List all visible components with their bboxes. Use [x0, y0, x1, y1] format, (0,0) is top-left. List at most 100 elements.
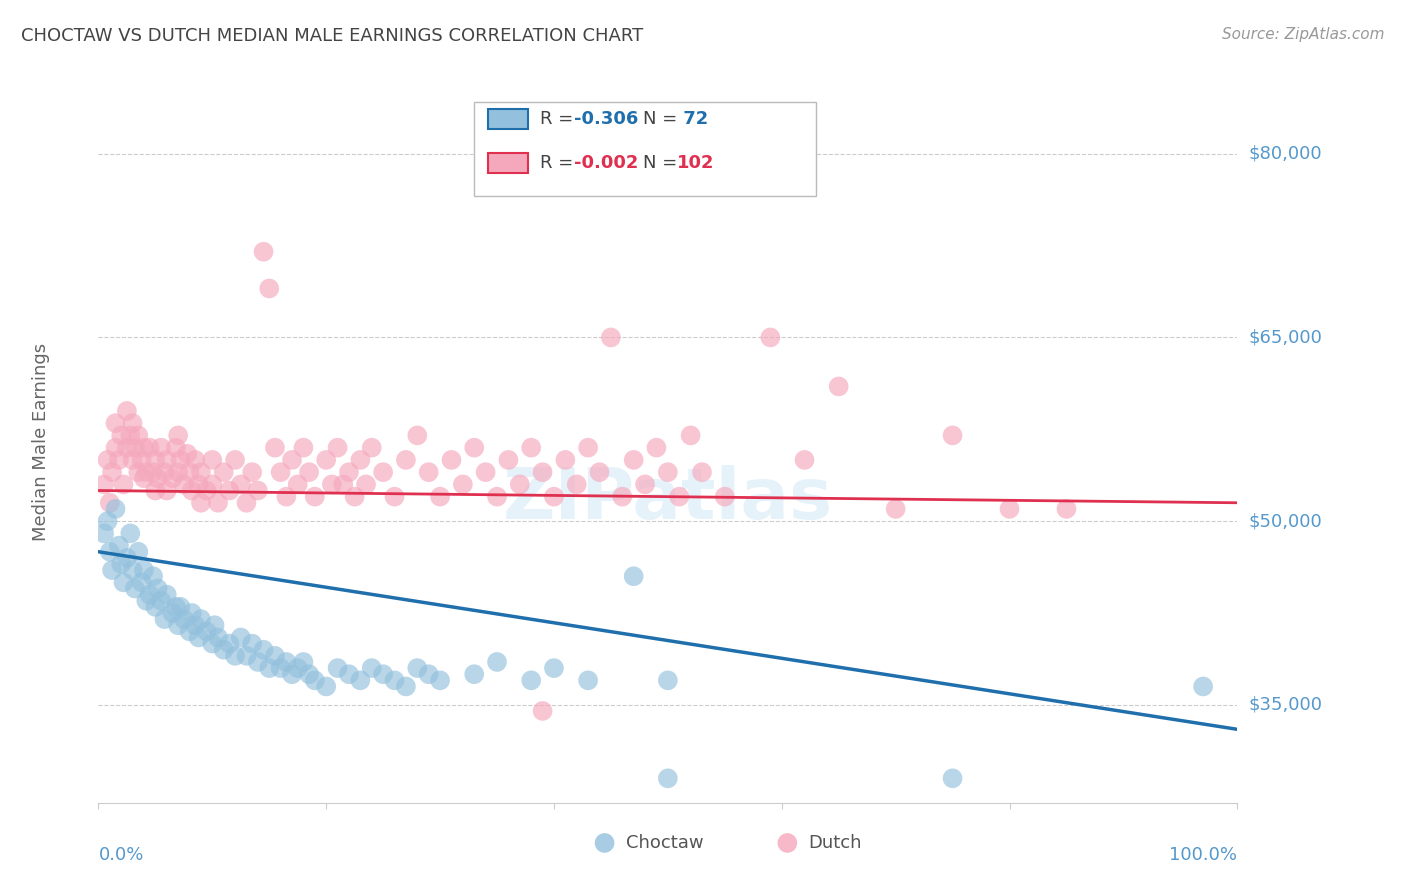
FancyBboxPatch shape — [474, 102, 815, 196]
Point — [124, 441, 146, 455]
Point — [93, 526, 115, 541]
Point — [135, 465, 157, 479]
Point — [108, 539, 131, 553]
Point — [776, 836, 799, 850]
Point — [224, 453, 246, 467]
Point — [395, 680, 418, 694]
Point — [146, 471, 169, 485]
Point — [184, 618, 207, 632]
Point — [165, 441, 187, 455]
Point — [246, 655, 269, 669]
Point — [135, 593, 157, 607]
Text: ZIPatlas: ZIPatlas — [503, 465, 832, 533]
Point — [150, 441, 173, 455]
Point — [169, 599, 191, 614]
Point — [190, 465, 212, 479]
Point — [371, 465, 394, 479]
Point — [110, 557, 132, 571]
Point — [884, 502, 907, 516]
Point — [349, 453, 371, 467]
Point — [176, 447, 198, 461]
Point — [657, 772, 679, 786]
Point — [418, 667, 440, 681]
Point — [165, 599, 187, 614]
Point — [204, 618, 226, 632]
Point — [121, 453, 143, 467]
Point — [173, 477, 195, 491]
Point — [520, 673, 543, 688]
Point — [145, 599, 167, 614]
Point — [576, 441, 599, 455]
Text: Median Male Earnings: Median Male Earnings — [32, 343, 51, 541]
Point — [276, 655, 298, 669]
Point — [326, 441, 349, 455]
Point — [543, 661, 565, 675]
Point — [287, 477, 309, 491]
Text: N =: N = — [643, 153, 683, 171]
Point — [142, 465, 165, 479]
Point — [440, 453, 463, 467]
Text: Dutch: Dutch — [808, 834, 862, 852]
Point — [384, 673, 406, 688]
Point — [623, 569, 645, 583]
Point — [127, 545, 149, 559]
Point — [218, 483, 240, 498]
Point — [212, 465, 235, 479]
Point — [714, 490, 737, 504]
Point — [93, 477, 115, 491]
Point — [162, 606, 184, 620]
Point — [190, 496, 212, 510]
Point — [304, 490, 326, 504]
Point — [145, 483, 167, 498]
Point — [298, 465, 321, 479]
Point — [264, 648, 287, 663]
Point — [121, 563, 143, 577]
Text: Choctaw: Choctaw — [626, 834, 703, 852]
Text: -0.002: -0.002 — [575, 153, 638, 171]
Point — [292, 655, 315, 669]
Point — [793, 453, 815, 467]
Text: R =: R = — [540, 153, 579, 171]
Point — [132, 563, 155, 577]
Point — [104, 416, 127, 430]
Point — [474, 465, 496, 479]
Point — [184, 453, 207, 467]
Point — [1054, 502, 1078, 516]
Point — [162, 471, 184, 485]
Point — [187, 631, 209, 645]
Point — [146, 582, 169, 596]
Point — [179, 624, 201, 639]
Point — [281, 453, 304, 467]
Point — [167, 618, 190, 632]
Point — [127, 428, 149, 442]
Point — [395, 453, 418, 467]
Point — [120, 526, 142, 541]
Point — [218, 637, 240, 651]
Point — [112, 477, 135, 491]
Point — [180, 483, 202, 498]
Point — [451, 477, 474, 491]
Point — [153, 612, 176, 626]
Point — [120, 428, 142, 442]
Point — [110, 428, 132, 442]
Point — [101, 563, 124, 577]
Point — [156, 588, 179, 602]
Point — [96, 514, 118, 528]
Point — [828, 379, 851, 393]
Point — [224, 648, 246, 663]
Point — [942, 772, 965, 786]
Point — [292, 441, 315, 455]
Point — [486, 490, 509, 504]
Point — [657, 465, 679, 479]
Point — [195, 483, 218, 498]
Point — [142, 569, 165, 583]
Point — [212, 642, 235, 657]
Point — [127, 465, 149, 479]
Point — [190, 612, 212, 626]
Point — [315, 680, 337, 694]
Point — [112, 575, 135, 590]
Point — [179, 465, 201, 479]
Point — [337, 465, 360, 479]
Point — [326, 661, 349, 675]
Point — [252, 244, 274, 259]
